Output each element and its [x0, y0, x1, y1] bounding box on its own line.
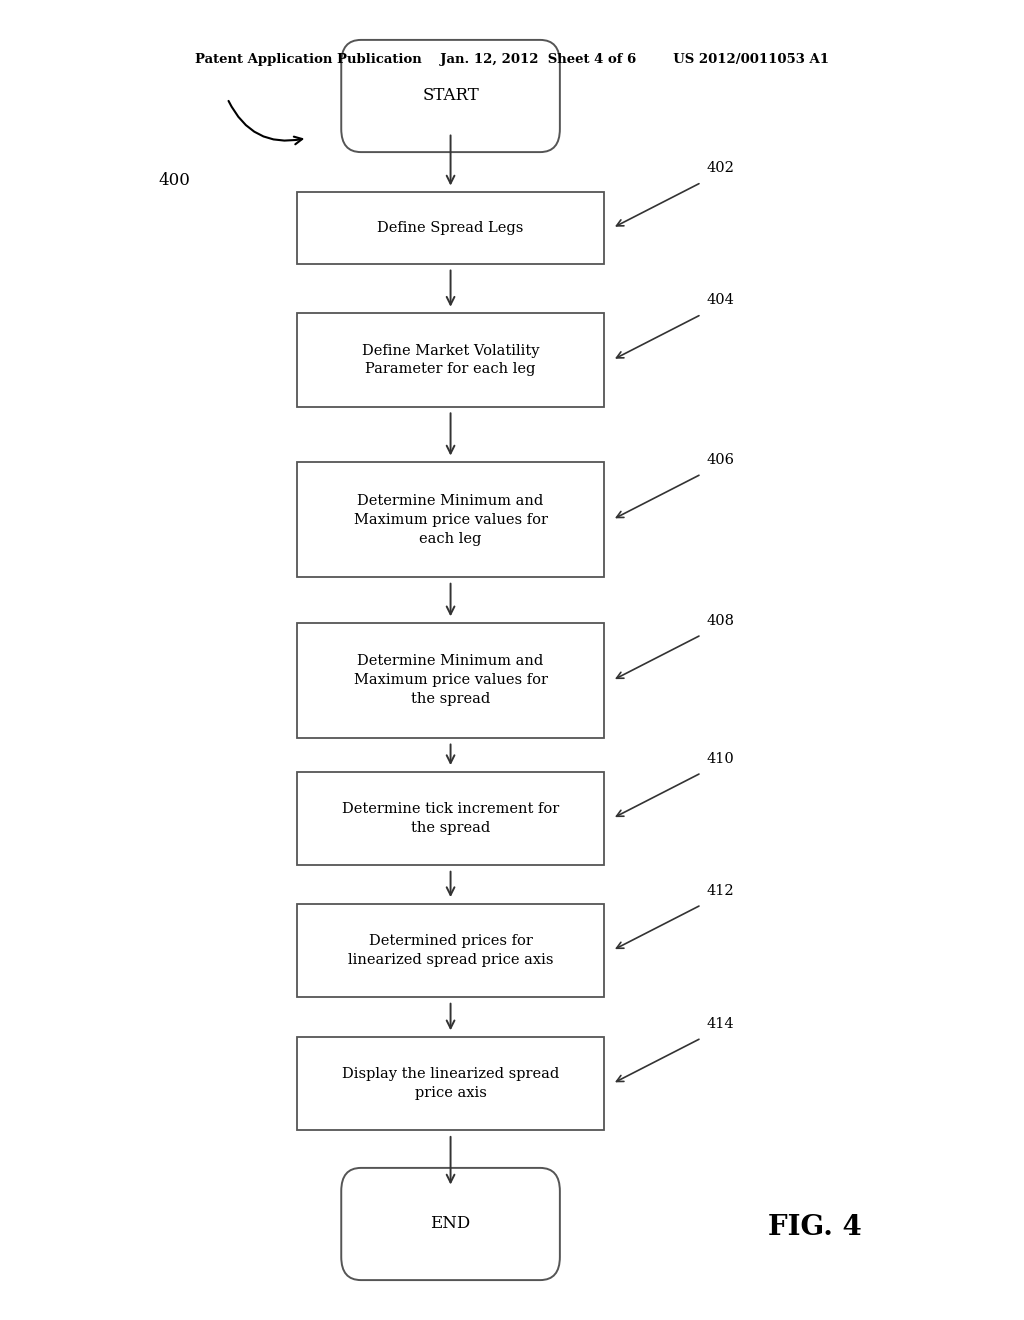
Text: Determine Minimum and
Maximum price values for
each leg: Determine Minimum and Maximum price valu…	[353, 494, 548, 545]
Text: 408: 408	[707, 614, 734, 627]
Text: START: START	[422, 87, 479, 104]
Text: Patent Application Publication    Jan. 12, 2012  Sheet 4 of 6        US 2012/001: Patent Application Publication Jan. 12, …	[195, 53, 829, 66]
Text: Determine Minimum and
Maximum price values for
the spread: Determine Minimum and Maximum price valu…	[353, 655, 548, 706]
Bar	[297, 904, 604, 997]
Bar	[297, 313, 604, 407]
Text: Display the linearized spread
price axis: Display the linearized spread price axis	[342, 1067, 559, 1100]
FancyBboxPatch shape	[341, 40, 560, 152]
Text: 402: 402	[707, 161, 734, 176]
Text: Determined prices for
linearized spread price axis: Determined prices for linearized spread …	[348, 935, 553, 966]
Text: Determine tick increment for
the spread: Determine tick increment for the spread	[342, 803, 559, 834]
Text: 404: 404	[707, 293, 734, 308]
Text: Define Market Volatility
Parameter for each leg: Define Market Volatility Parameter for e…	[361, 343, 540, 376]
Text: Define Spread Legs: Define Spread Legs	[378, 220, 523, 235]
Text: 406: 406	[707, 453, 734, 467]
Text: 412: 412	[707, 883, 734, 898]
Bar	[297, 462, 604, 577]
Bar	[297, 191, 604, 264]
Bar	[297, 772, 604, 865]
Text: 414: 414	[707, 1016, 734, 1031]
Text: 400: 400	[159, 172, 190, 189]
Bar	[297, 1036, 604, 1130]
Text: FIG. 4: FIG. 4	[768, 1214, 862, 1241]
Bar	[297, 623, 604, 738]
Text: END: END	[430, 1216, 471, 1233]
Text: 410: 410	[707, 751, 734, 766]
FancyBboxPatch shape	[341, 1168, 560, 1280]
